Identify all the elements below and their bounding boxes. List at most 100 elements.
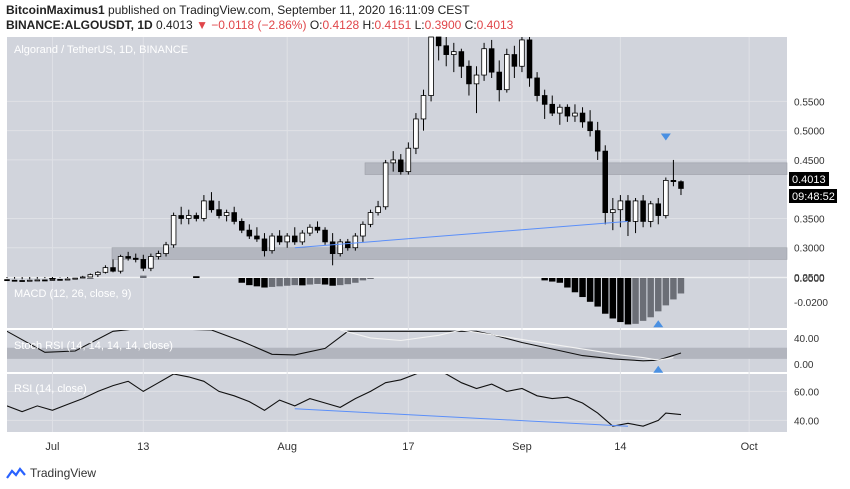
stoch-rsi-title: Stoch RSI (14, 14, 14, 14, close) [14, 340, 173, 352]
candle-body [299, 232, 306, 243]
rsi-trendline [294, 408, 628, 427]
macd-histogram-bar [670, 278, 677, 300]
candle-body [132, 257, 139, 260]
candle-body [625, 200, 631, 222]
pane-bg-3 [7, 374, 787, 432]
trendline [294, 220, 629, 249]
candle-body [26, 279, 33, 282]
candle-body [534, 77, 540, 96]
candle-body [663, 180, 669, 216]
time-axis-label: 13 [137, 441, 149, 453]
macd-histogram-bar [49, 278, 56, 279]
resistance-zone [364, 162, 788, 175]
candle-body [587, 121, 593, 132]
candle-body [398, 159, 404, 173]
macd-histogram-bar [253, 278, 261, 287]
candle-body [193, 215, 200, 219]
macd-histogram-bar [367, 278, 374, 279]
candle-body [102, 267, 109, 273]
marker-up-icon [653, 320, 664, 328]
support-zone [111, 247, 788, 260]
time-axis-label: 14 [614, 441, 626, 453]
macd-axis-label: 0.0000 [794, 274, 825, 285]
open-value: 0.4128 [322, 18, 360, 32]
close-value: 0.4013 [476, 18, 514, 32]
high-value: 0.4151 [374, 18, 412, 32]
macd-histogram-bar [662, 278, 670, 306]
high-label: H: [362, 18, 375, 32]
candle-body [42, 279, 48, 282]
candle-body [155, 253, 162, 257]
macd-histogram-bar [556, 278, 564, 283]
candle-body [670, 180, 677, 182]
stoch-line-k [7, 330, 682, 362]
pane-bg-0 [7, 37, 787, 277]
candle-body [4, 279, 10, 282]
candle-body [640, 200, 646, 222]
candle-body [390, 159, 396, 164]
candle-body [170, 215, 177, 246]
time-axis-label: 17 [402, 441, 414, 453]
candle-body [34, 279, 41, 282]
macd-histogram-bar [586, 278, 594, 302]
candle-body [148, 256, 154, 269]
macd-histogram-bar [283, 278, 291, 286]
candle-body [564, 106, 571, 117]
candle-body [549, 103, 555, 114]
publish-header: BitcoinMaximus1 published on TradingView… [6, 3, 470, 17]
macd-histogram-bar [639, 278, 647, 321]
candle-body [632, 200, 639, 222]
macd-histogram-bar [617, 278, 624, 323]
macd-histogram-bar [268, 278, 276, 287]
candle-body [678, 181, 684, 189]
candle-body [254, 235, 260, 240]
candle-body [526, 39, 533, 79]
author-name[interactable]: BitcoinMaximus1 [6, 3, 105, 17]
candle-body [405, 147, 412, 173]
candle-body [140, 259, 147, 269]
macd-histogram-bar [336, 278, 344, 286]
candle-body [246, 229, 253, 237]
open-label: O: [309, 18, 323, 32]
macd-histogram-bar [632, 278, 639, 324]
candle-body [284, 235, 290, 243]
macd-histogram-bar [321, 278, 329, 285]
candle-body [466, 65, 472, 85]
macd-histogram-bar [655, 278, 662, 312]
candle-body [382, 162, 389, 208]
price-change: −0.0118 (−2.86%) [211, 18, 307, 32]
candle-body [617, 200, 624, 211]
candle-body [557, 106, 563, 114]
candle-body [72, 277, 78, 280]
tradingview-logo[interactable]: TradingView [6, 466, 96, 480]
macd-histogram-bar [329, 278, 336, 286]
candle-body [367, 212, 374, 225]
candle-body [458, 51, 465, 67]
tradingview-brand: TradingView [30, 466, 97, 480]
low-value: 0.3900 [424, 18, 462, 32]
countdown-badge-text: 09:48:52 [792, 191, 835, 203]
candle-body [19, 280, 25, 282]
change-arrow-icon: ▼ [196, 18, 208, 32]
macd-histogram-bar [624, 278, 632, 325]
macd-axis-label: -0.0200 [794, 298, 828, 309]
candle-body [647, 203, 654, 222]
candle-body [178, 215, 184, 219]
candle-body [208, 200, 215, 211]
macd-histogram-bar [246, 278, 253, 286]
candle-body [95, 271, 101, 276]
macd-histogram-bar [291, 278, 298, 286]
symbol-label: BINANCE:ALGOUSDT, 1D [6, 18, 153, 32]
candle-body [345, 241, 351, 249]
macd-histogram-bar [564, 278, 571, 288]
macd-histogram-bar [314, 278, 321, 284]
macd-histogram-bar [352, 278, 359, 283]
candle-body [594, 130, 601, 152]
candle-body [511, 54, 518, 67]
macd-histogram-bar [579, 278, 586, 298]
candle-body [655, 203, 662, 216]
close-label: C: [464, 18, 477, 32]
publish-info: published on TradingView.com, September … [108, 3, 470, 17]
candle-body [117, 256, 124, 272]
